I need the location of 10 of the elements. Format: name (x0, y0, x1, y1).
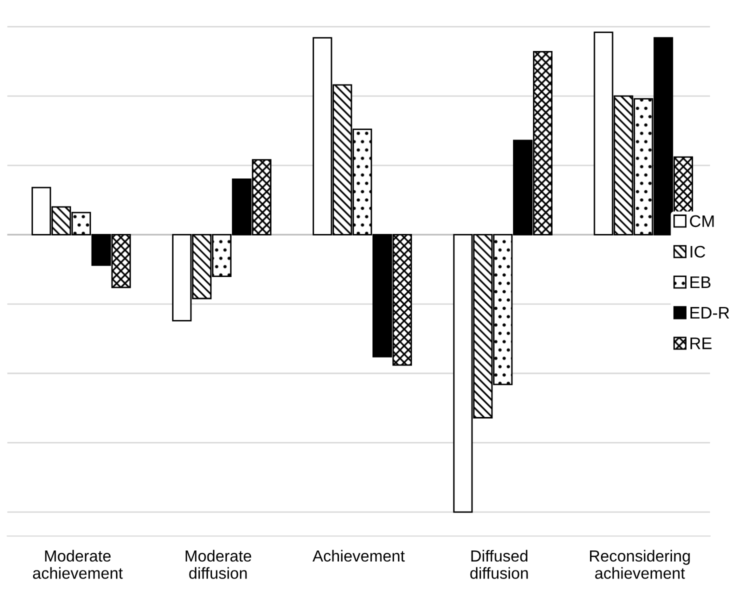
x-tick-label: Moderate diffusion (186, 550, 252, 579)
x-tick-label: Diffused diffusion (470, 550, 528, 579)
legend-label: RE (690, 338, 712, 350)
x-tick-label: Reconsidering achievement (590, 550, 690, 579)
legend-label: IC (690, 246, 706, 258)
x-tick-label: Achievement (312, 550, 405, 562)
legend-label: EB (690, 276, 710, 288)
x-tick-label: Moderate achievement (32, 550, 123, 579)
legend-label: CM (690, 215, 714, 228)
legend-label: ED-R (690, 307, 730, 319)
